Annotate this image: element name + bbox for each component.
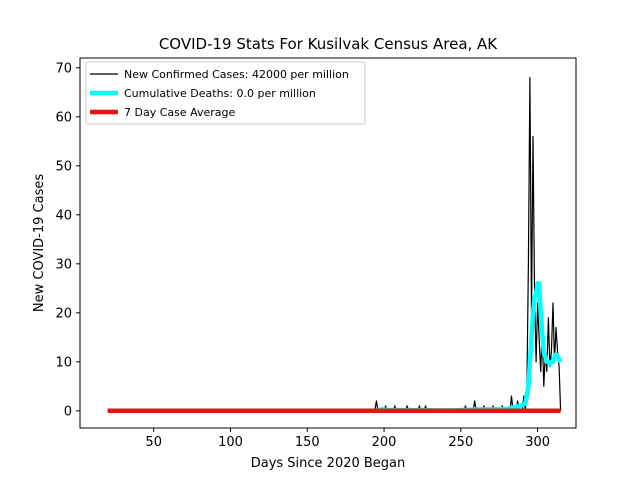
x-tick-label: 200 (372, 435, 397, 450)
y-tick-label: 60 (55, 110, 72, 125)
x-tick-label: 100 (218, 435, 243, 450)
y-tick-label: 40 (55, 208, 72, 223)
legend-label-3: 7 Day Case Average (124, 106, 236, 119)
series-layer (107, 76, 563, 414)
y-tick-label: 70 (55, 61, 72, 76)
legend-box (85, 61, 366, 125)
chart-title: COVID-19 Stats For Kusilvak Census Area,… (159, 35, 498, 53)
x-axis-ticks: 50 100 150 200 250 300 (145, 428, 550, 450)
plot-frame (79, 57, 577, 429)
y-axis-label: New COVID-19 Cases (32, 174, 47, 312)
legend-label-2: Cumulative Deaths: 0.0 per million (124, 87, 316, 100)
legend: New Confirmed Cases: 42000 per million Cu… (85, 61, 366, 125)
y-tick-label: 10 (55, 355, 72, 370)
y-tick-label: 30 (55, 257, 72, 272)
x-tick-label: 50 (145, 435, 162, 450)
legend-items: New Confirmed Cases: 42000 per million Cu… (90, 68, 349, 119)
y-tick-label: 0 (64, 404, 72, 419)
x-tick-label: 150 (295, 435, 320, 450)
y-tick-label: 20 (55, 306, 72, 321)
legend-label-1: New Confirmed Cases: 42000 per million (124, 68, 349, 81)
y-axis-ticks: 0 10 20 30 40 50 60 70 (55, 61, 80, 419)
x-tick-label: 300 (525, 435, 550, 450)
y-tick-label: 50 (55, 159, 72, 174)
x-axis-label: Days Since 2020 Began (251, 456, 406, 471)
x-tick-label: 250 (448, 435, 473, 450)
